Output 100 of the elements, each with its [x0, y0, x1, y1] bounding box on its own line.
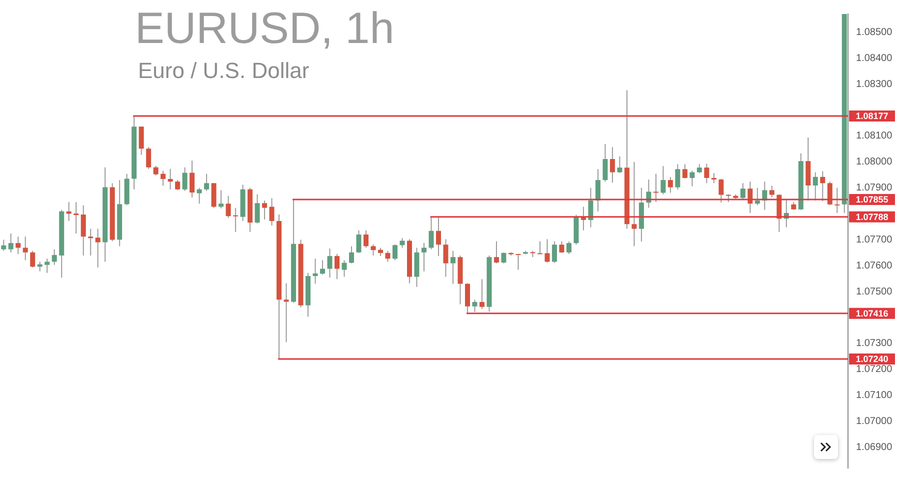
candlestick	[472, 299, 478, 313]
y-tick-label: 1.07000	[856, 416, 893, 428]
candlestick	[327, 248, 332, 278]
candlestick	[668, 176, 673, 194]
candlestick	[254, 194, 260, 224]
y-tick-label: 1.08500	[856, 26, 893, 38]
candlestick	[436, 217, 441, 257]
candlestick	[16, 236, 21, 254]
candlestick	[494, 240, 499, 264]
candlestick	[88, 228, 94, 256]
y-tick-label: 1.06900	[856, 442, 893, 453]
candlestick	[196, 187, 202, 204]
candlestick	[392, 244, 398, 261]
y-tick-label: 1.08000	[856, 156, 893, 168]
candlestick	[8, 232, 14, 253]
candlestick	[754, 187, 760, 206]
y-tick-label: 1.07700	[856, 234, 893, 246]
candlestick	[370, 244, 376, 256]
ref-line-label: 1.07240	[856, 354, 888, 364]
candlestick	[153, 165, 158, 176]
candlestick	[740, 182, 746, 200]
candlestick	[80, 204, 86, 256]
candlestick	[160, 170, 166, 186]
candlestick	[632, 161, 637, 247]
candlestick	[428, 216, 434, 250]
ref-line-label: 1.08177	[856, 110, 888, 121]
candlestick	[168, 168, 173, 190]
candlestick	[552, 240, 557, 264]
candlestick	[175, 180, 180, 191]
candlestick	[443, 238, 448, 278]
candlestick	[1, 239, 6, 252]
candlestick	[66, 202, 72, 222]
candlestick	[812, 172, 818, 202]
candlestick	[544, 238, 550, 264]
candlestick	[682, 164, 688, 179]
candlestick	[30, 250, 36, 268]
candlestick	[334, 253, 340, 280]
ref-line-label: 1.07416	[856, 308, 888, 318]
candlestick	[22, 236, 28, 261]
candlestick	[595, 168, 600, 212]
candlestick	[204, 173, 210, 192]
candlestick	[660, 166, 666, 195]
candlestick	[211, 182, 216, 208]
y-tick-label: 1.07100	[856, 390, 893, 402]
candlestick	[769, 185, 774, 198]
candlestick	[190, 160, 195, 198]
candlestick	[233, 207, 238, 232]
candlestick	[501, 252, 506, 264]
text: Euro / U.S. Dollar	[138, 58, 310, 84]
candlestick	[479, 278, 484, 310]
candlestick	[44, 258, 50, 274]
candlestick	[422, 242, 426, 272]
y-tick-label: 1.08400	[856, 52, 893, 64]
candlestick	[320, 260, 326, 275]
y-tick-label: 1.08100	[856, 130, 893, 142]
candlestick	[690, 170, 695, 187]
candlestick	[138, 126, 144, 156]
candlestick	[400, 238, 405, 248]
candlestick	[711, 172, 716, 184]
candlestick	[537, 240, 542, 254]
candlestick	[218, 190, 224, 209]
candlestick	[95, 228, 100, 268]
candlestick	[74, 202, 79, 234]
ref-line-label: 1.07855	[856, 194, 888, 204]
candlestick	[450, 250, 456, 284]
candlestick	[617, 156, 622, 174]
candlestick	[675, 164, 680, 190]
candlestick	[602, 143, 608, 182]
y-tick-label: 1.07500	[856, 286, 893, 298]
candlestick	[182, 166, 188, 192]
candlestick	[559, 240, 564, 254]
candlestick	[146, 146, 152, 170]
candlestick	[342, 260, 347, 278]
ref-line-label: 1.07788	[856, 212, 888, 222]
candlestick	[718, 178, 724, 204]
candlestick	[834, 187, 840, 214]
y-tick-label: 1.07900	[856, 182, 893, 194]
candlestick	[364, 230, 369, 248]
candlestick	[588, 187, 594, 228]
candlestick	[827, 181, 832, 206]
candlestick	[704, 163, 710, 184]
candlestick	[262, 200, 268, 220]
candlestick	[226, 195, 231, 218]
chart-title: EURUSD, 1h	[135, 4, 394, 54]
candlestick	[284, 282, 289, 343]
candlestick	[312, 258, 318, 284]
y-tick-label: 1.07200	[856, 364, 893, 376]
candlestick	[269, 198, 274, 226]
y-tick-label: 1.07300	[856, 338, 893, 350]
candlestick	[52, 248, 57, 266]
candlestick	[349, 246, 354, 264]
candlestick	[356, 230, 362, 254]
y-tick-label: 1.08300	[856, 78, 893, 90]
candlestick	[516, 253, 521, 270]
candlestick	[464, 282, 470, 314]
candlestick	[385, 250, 390, 262]
y-tick-label: 1.07600	[856, 260, 893, 272]
candlestick	[566, 241, 572, 254]
candlestick	[748, 181, 753, 214]
candlestick	[653, 173, 658, 203]
